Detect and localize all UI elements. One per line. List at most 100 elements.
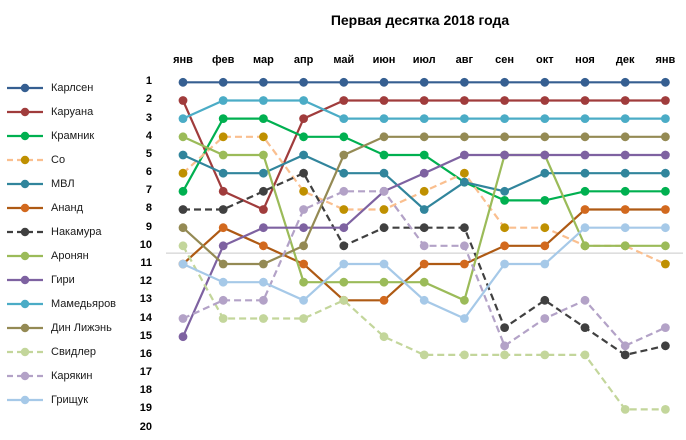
marker-Со-фев-1 — [218, 132, 228, 142]
legend-item-Гири: Гири — [6, 272, 75, 288]
marker-Каруана-янв-0 — [178, 96, 188, 105]
marker-Карякин-дек-11 — [620, 341, 630, 351]
marker-Крамник-фев-1 — [218, 114, 228, 123]
month-label-5: июн — [372, 54, 396, 66]
series-line-Ананд — [182, 208, 666, 302]
legend-item-МВЛ: МВЛ — [6, 176, 75, 192]
marker-Гири-фев-1 — [218, 241, 228, 251]
series-Аронян — [178, 132, 670, 305]
marker-МВЛ-сен-8 — [500, 186, 509, 196]
legend-line-sample-icon — [7, 251, 43, 261]
legend-item-Дин Лижэнь: Дин Лижэнь — [6, 320, 112, 336]
marker-Дин Лижэнь-янв-12 — [661, 132, 670, 142]
marker-Аронян-май-4 — [339, 277, 349, 287]
rank-label-16: 16 — [139, 347, 152, 360]
marker-Аронян-июн-5 — [379, 277, 389, 287]
marker-Свидлер-окт-9 — [540, 350, 550, 360]
series-МВЛ — [178, 150, 670, 214]
rank-label-11: 11 — [140, 257, 152, 269]
marker-Гири-дек-11 — [620, 150, 630, 160]
marker-Свидлер-янв-0 — [178, 241, 188, 251]
marker-Накамура-июл-6 — [419, 223, 429, 233]
marker-Карлсен-ноя-10 — [580, 77, 590, 87]
marker-Крамник-янв-12 — [661, 186, 670, 196]
chart-title: Первая десятка 2018 года — [330, 12, 510, 28]
marker-Каруана-июн-5 — [379, 96, 389, 105]
legend-line-sample-icon — [7, 83, 43, 93]
marker-МВЛ-авг-7 — [460, 177, 469, 187]
legend-item-Крамник: Крамник — [6, 128, 94, 144]
legend-item-Карякин: Карякин — [6, 368, 93, 384]
legend-line-sample-icon — [7, 131, 43, 141]
rank-label-6: 6 — [145, 166, 152, 179]
marker-Дин Лижэнь-ноя-10 — [580, 132, 590, 142]
marker-Накамура-мар-2 — [259, 186, 268, 196]
marker-Аронян-мар-2 — [259, 150, 268, 160]
marker-Карлсен-май-4 — [339, 77, 349, 87]
marker-Накамура-май-4 — [339, 241, 349, 251]
marker-Со-сен-8 — [500, 223, 509, 233]
series-Накамура — [178, 168, 670, 360]
marker-Свидлер-июн-5 — [379, 332, 389, 342]
legend-item-Ананд: Ананд — [6, 200, 83, 216]
rank-label-15: 15 — [139, 329, 152, 342]
marker-Грищук-фев-1 — [218, 277, 228, 287]
marker-Карякин-июн-5 — [379, 186, 389, 196]
marker-Гири-июл-6 — [419, 168, 429, 178]
marker-Со-янв-12 — [661, 259, 670, 269]
rank-label-3: 3 — [145, 111, 152, 124]
marker-Каруана-янв-12 — [661, 96, 670, 105]
marker-Ананд-янв-12 — [661, 205, 670, 214]
marker-Со-окт-9 — [540, 223, 550, 233]
month-label-11: дек — [615, 54, 635, 66]
legend-line-sample-icon — [7, 323, 43, 333]
marker-МВЛ-май-4 — [339, 168, 349, 178]
marker-Гири-окт-9 — [540, 150, 550, 160]
marker-Карякин-ноя-10 — [580, 295, 590, 305]
marker-Со-апр-3 — [299, 186, 308, 196]
legend-label-Со: Со — [51, 154, 66, 166]
legend-label-МВЛ: МВЛ — [51, 178, 75, 190]
month-label-6: июл — [412, 54, 436, 66]
marker-Крамник-апр-3 — [299, 132, 308, 142]
marker-Аронян-ноя-10 — [580, 241, 590, 251]
marker-Мамедьяров-ноя-10 — [580, 114, 590, 123]
marker-Ананд-июн-5 — [379, 295, 389, 305]
legend-item-Каруана: Каруана — [6, 104, 93, 120]
legend-item-Аронян: Аронян — [6, 248, 89, 264]
marker-Аронян-дек-11 — [620, 241, 630, 251]
marker-Мамедьяров-авг-7 — [460, 114, 469, 123]
marker-Дин Лижэнь-июл-6 — [419, 132, 429, 142]
marker-Ананд-ноя-10 — [580, 205, 590, 214]
marker-Свидлер-сен-8 — [500, 350, 509, 360]
marker-Каруана-фев-1 — [218, 186, 228, 196]
legend-item-Накамура: Накамура — [6, 224, 102, 240]
marker-Грищук-авг-7 — [460, 314, 469, 323]
marker-Карлсен-фев-1 — [218, 77, 228, 87]
marker-Со-мар-2 — [259, 132, 268, 142]
marker-Дин Лижэнь-дек-11 — [620, 132, 630, 142]
rank-label-13: 13 — [139, 293, 152, 306]
marker-Накамура-июн-5 — [379, 223, 389, 233]
marker-Грищук-дек-11 — [620, 223, 630, 233]
marker-Карякин-июл-6 — [419, 241, 429, 251]
legend-line-sample-icon — [7, 299, 43, 309]
rank-label-8: 8 — [145, 202, 152, 215]
legend-line-sample-icon — [7, 275, 43, 285]
marker-Грищук-июн-5 — [379, 259, 389, 269]
month-label-2: мар — [252, 54, 274, 66]
series-line-Свидлер — [182, 245, 666, 411]
legend-line-sample-icon — [7, 371, 43, 381]
legend-item-Карлсен: Карлсен — [6, 80, 93, 96]
marker-Гири-ноя-10 — [580, 150, 590, 160]
series-line-МВЛ — [182, 153, 666, 211]
marker-Карлсен-авг-7 — [460, 77, 469, 87]
marker-МВЛ-июн-5 — [379, 168, 389, 178]
marker-Грищук-ноя-10 — [580, 223, 590, 233]
series-Дин Лижэнь — [178, 132, 670, 269]
marker-МВЛ-мар-2 — [259, 168, 268, 178]
marker-Накамура-авг-7 — [460, 223, 469, 233]
marker-Грищук-янв-0 — [178, 259, 188, 269]
marker-Ананд-окт-9 — [540, 241, 550, 251]
